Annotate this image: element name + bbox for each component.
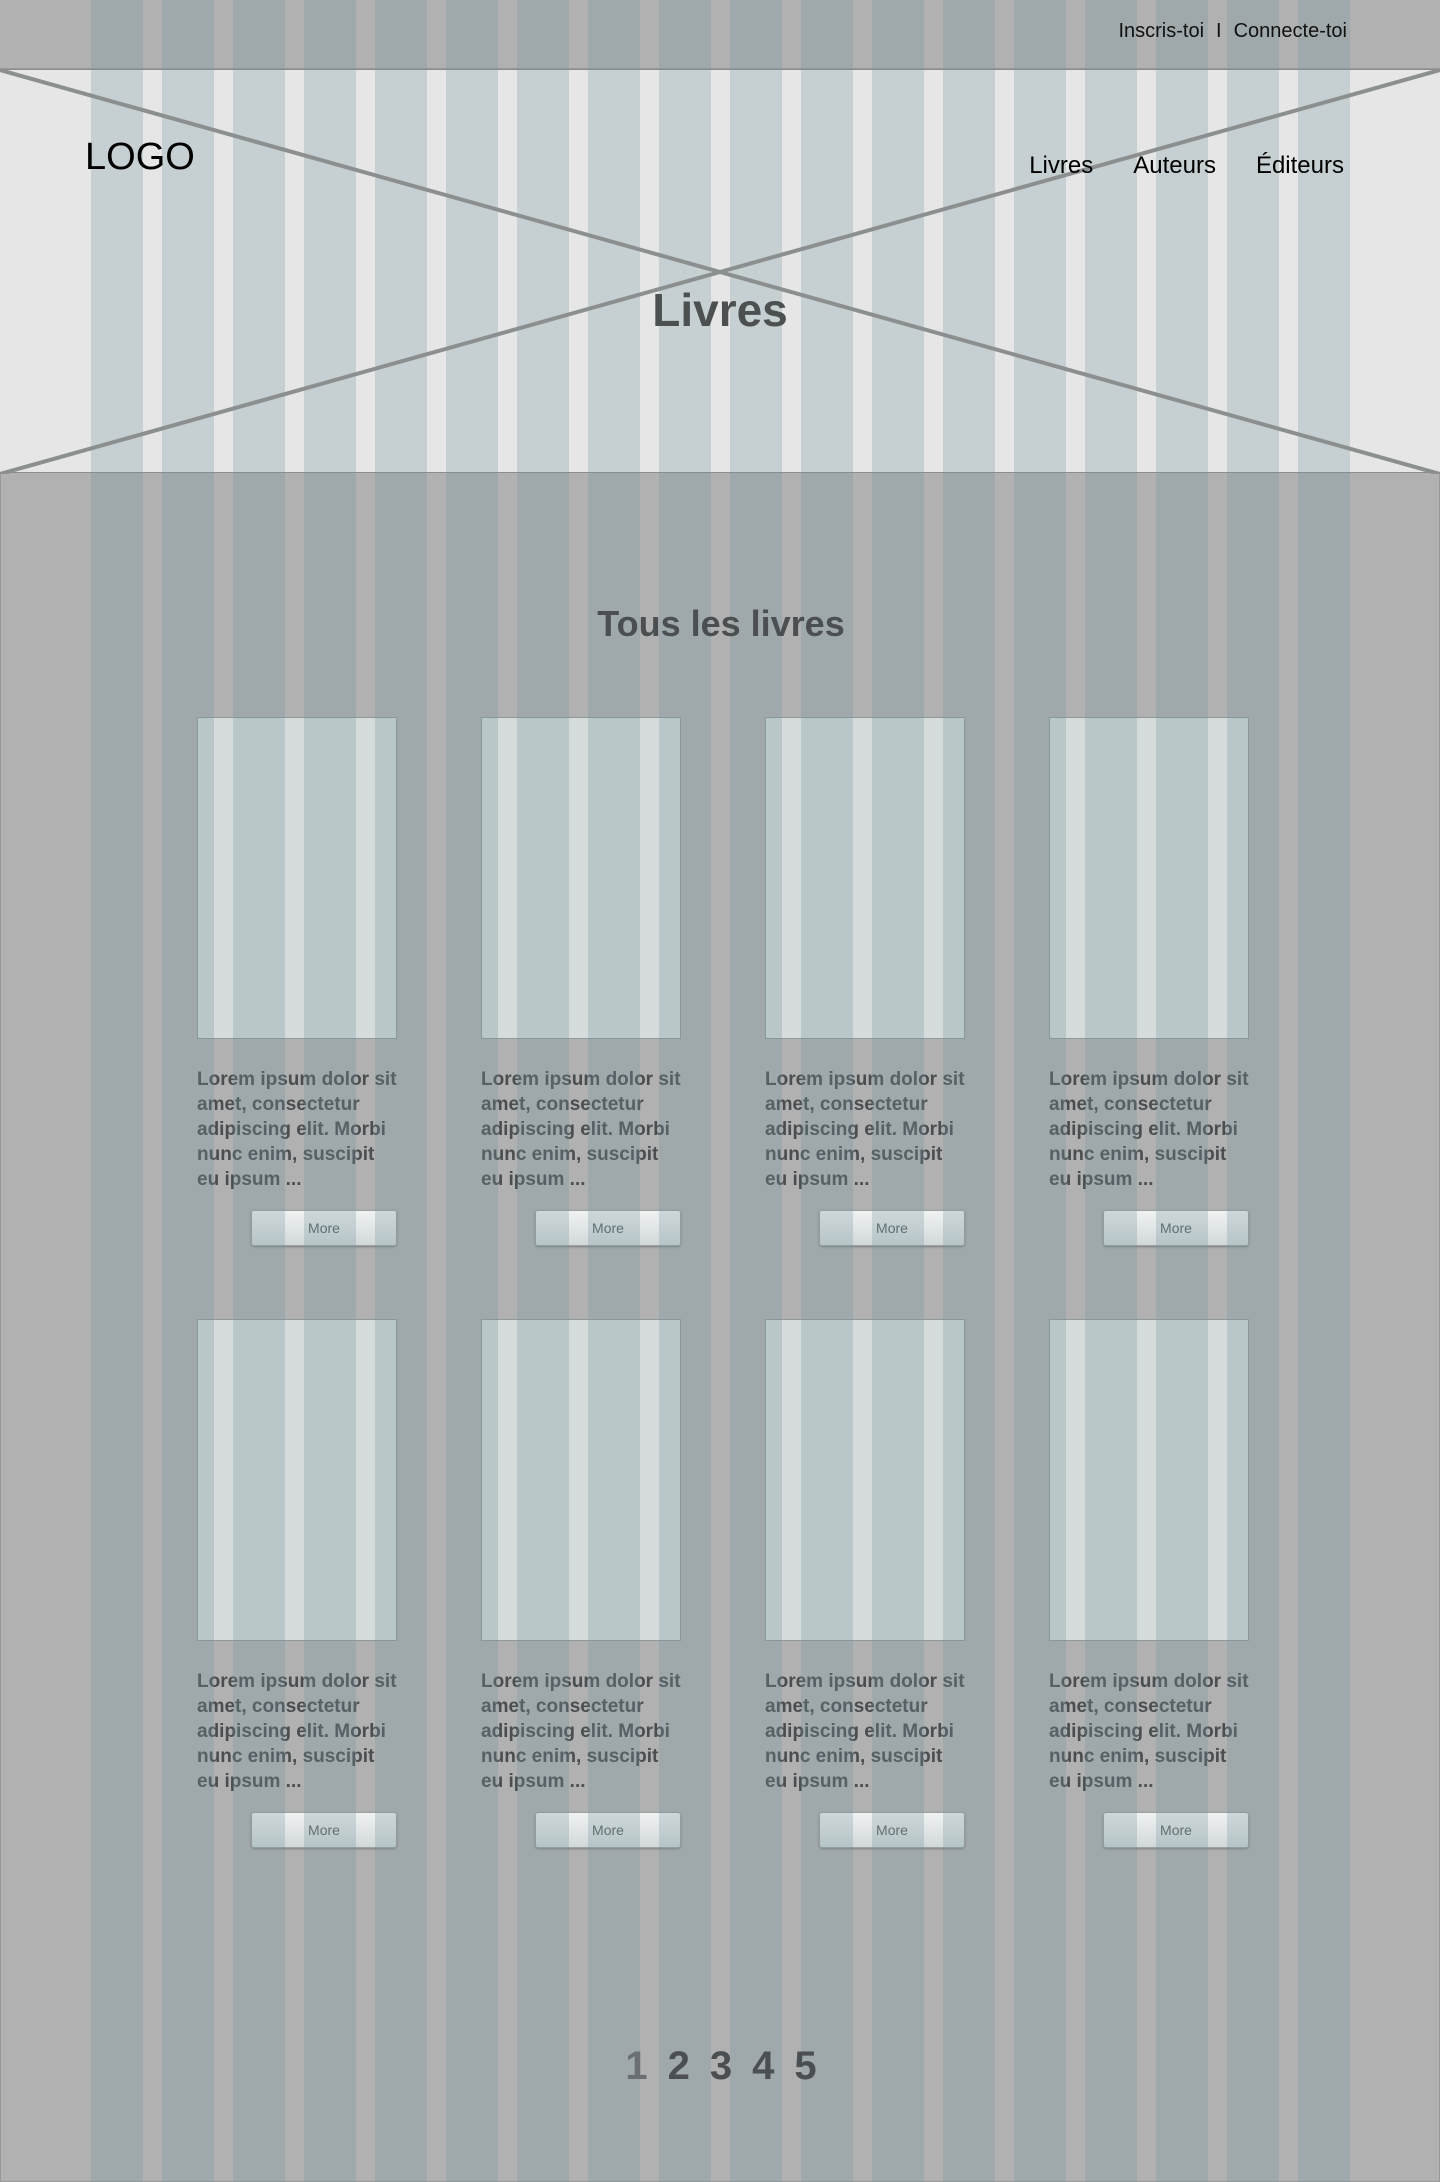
nav-item-auteurs[interactable]: Auteurs [1133,152,1216,179]
more-button[interactable]: More [535,1812,681,1848]
hero-banner: LOGO Livres Auteurs Éditeurs Livres [0,69,1440,474]
book-card: Lorem ipsum dolor sit amet, consectetur … [197,717,397,1246]
book-description: Lorem ipsum dolor sit amet, consectetur … [1049,1671,1249,1792]
auth-links: Inscris-toi I Connecte-toi [1118,20,1347,43]
book-cover-placeholder [197,717,397,1039]
nav-item-livres[interactable]: Livres [1029,152,1094,179]
book-description: Lorem ipsum dolor sit amet, consectetur … [1049,1069,1249,1190]
book-card: Lorem ipsum dolor sit amet, consectetur … [1049,1319,1249,1848]
book-card: Lorem ipsum dolor sit amet, consectetur … [481,717,681,1246]
login-link[interactable]: Connecte-toi [1233,20,1347,42]
book-cover-placeholder [481,717,681,1039]
pagination: 1 2 3 4 5 [1,2044,1440,2089]
book-description: Lorem ipsum dolor sit amet, consectetur … [765,1671,965,1792]
more-button[interactable]: More [819,1210,965,1246]
page-link-5[interactable]: 5 [794,2044,817,2088]
book-description: Lorem ipsum dolor sit amet, consectetur … [481,1671,681,1792]
nav-item-editeurs[interactable]: Éditeurs [1255,152,1344,179]
more-button[interactable]: More [819,1812,965,1848]
page-link-3[interactable]: 3 [709,2044,733,2088]
book-card: Lorem ipsum dolor sit amet, consectetur … [765,717,965,1246]
main-content: Tous les livres Lorem ipsum dolor sit am… [0,473,1440,2182]
more-button[interactable]: More [535,1210,681,1246]
image-placeholder-cross [0,70,1440,474]
page-link-4[interactable]: 4 [752,2044,775,2088]
book-description: Lorem ipsum dolor sit amet, consectetur … [197,1069,397,1190]
book-description: Lorem ipsum dolor sit amet, consectetur … [481,1069,681,1190]
book-card: Lorem ipsum dolor sit amet, consectetur … [197,1319,397,1848]
book-cover-placeholder [1049,717,1249,1039]
book-card: Lorem ipsum dolor sit amet, consectetur … [765,1319,965,1848]
more-button[interactable]: More [1103,1210,1249,1246]
book-cover-placeholder [765,717,965,1039]
book-card: Lorem ipsum dolor sit amet, consectetur … [1049,717,1249,1246]
book-cover-placeholder [481,1319,681,1641]
page-link-2[interactable]: 2 [667,2044,690,2088]
book-description: Lorem ipsum dolor sit amet, consectetur … [197,1671,397,1792]
book-card: Lorem ipsum dolor sit amet, consectetur … [481,1319,681,1848]
more-button[interactable]: More [251,1210,397,1246]
section-title: Tous les livres [597,603,845,644]
main-nav: Livres Auteurs Éditeurs [1029,152,1344,180]
signup-link[interactable]: Inscris-toi [1118,20,1205,42]
book-description: Lorem ipsum dolor sit amet, consectetur … [765,1069,965,1190]
book-cover-placeholder [765,1319,965,1641]
hero-title: Livres [652,284,788,336]
page-link-1[interactable]: 1 [625,2044,648,2088]
top-bar: Inscris-toi I Connecte-toi [0,0,1440,69]
book-cover-placeholder [1049,1319,1249,1641]
book-cover-placeholder [197,1319,397,1641]
more-button[interactable]: More [1103,1812,1249,1848]
logo[interactable]: LOGO [85,136,195,178]
more-button[interactable]: More [251,1812,397,1848]
auth-separator: I [1216,20,1222,42]
